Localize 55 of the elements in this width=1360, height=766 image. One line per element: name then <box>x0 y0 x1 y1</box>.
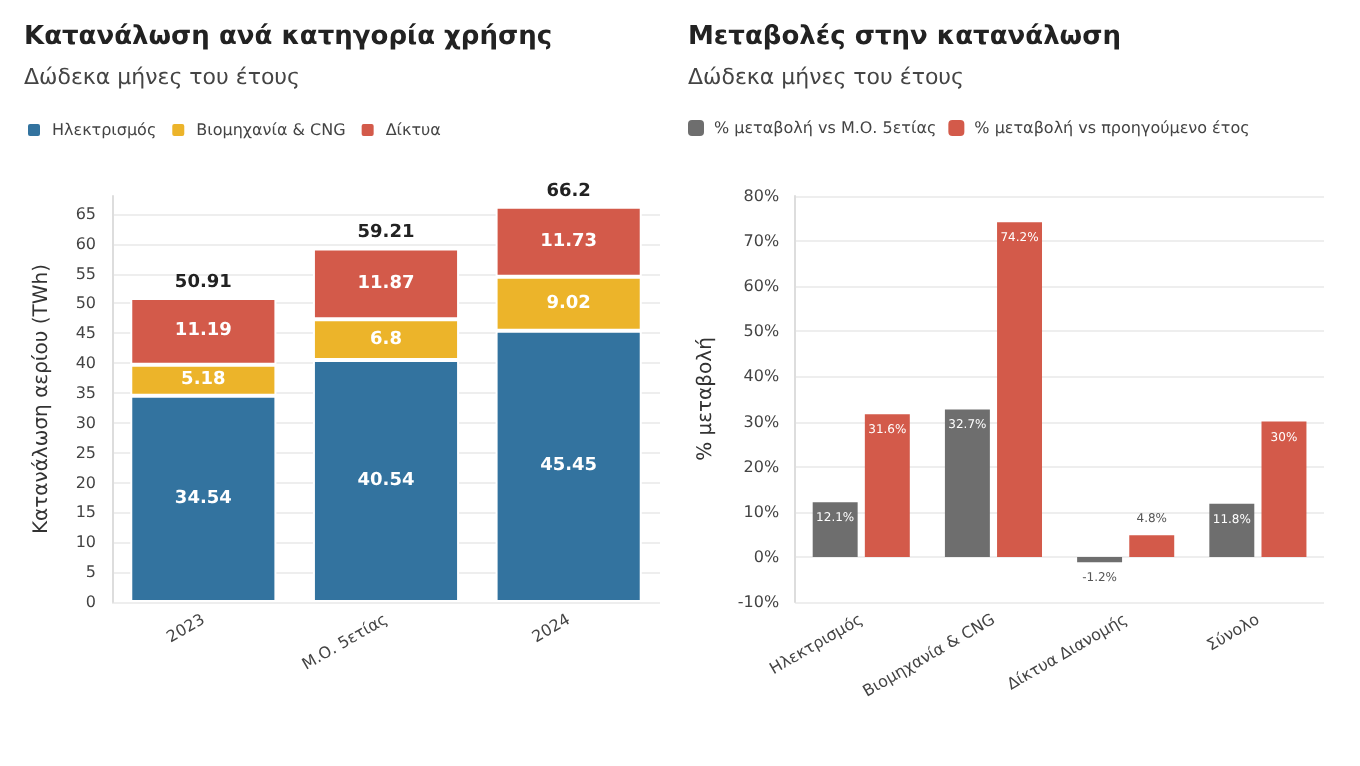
y-tick-label: 40 <box>75 354 96 373</box>
y-tick-label: 60 <box>75 234 96 253</box>
bar <box>997 222 1043 557</box>
chart-subtitle: Δώδεκα μήνες του έτους <box>688 64 964 90</box>
y-tick-label: 65 <box>75 204 96 223</box>
y-tick-label: 70% <box>743 232 780 251</box>
y-tick-label: 10 <box>75 533 96 552</box>
data-label: 11.73 <box>540 231 598 252</box>
y-axis-title: % μεταβολή <box>695 337 717 461</box>
chart-subtitle: Δώδεκα μήνες του έτους <box>24 64 300 90</box>
y-tick-label: -10% <box>737 593 780 611</box>
total-label: 66.2 <box>546 181 591 202</box>
y-tick-label: 30 <box>75 413 96 432</box>
total-label: 50.91 <box>174 273 232 294</box>
y-tick-label: 50 <box>75 294 96 313</box>
y-tick-label: 35 <box>75 384 96 403</box>
data-label: 9.02 <box>546 293 591 314</box>
data-label: 5.18 <box>181 370 226 391</box>
bar <box>944 409 990 557</box>
data-label: 34.54 <box>174 488 232 509</box>
y-tick-label: 0 <box>85 593 96 611</box>
legend-label: Ηλεκτρισμός <box>52 121 157 139</box>
data-label: 6.8 <box>370 329 402 350</box>
bar <box>1129 535 1175 557</box>
y-tick-label: 80% <box>743 187 780 205</box>
chart-title: Κατανάλωση ανά κατηγορία χρήσης <box>24 22 553 52</box>
chart-title: Μεταβολές στην κατανάλωση <box>688 22 1121 52</box>
y-tick-label: 10% <box>743 502 780 521</box>
y-tick-label: 40% <box>743 367 780 386</box>
y-tick-label: 0% <box>753 547 780 566</box>
legend-label: % μεταβολή vs Μ.Ο. 5ετίας <box>714 119 937 137</box>
y-tick-label: 20% <box>743 457 780 476</box>
legend-label: % μεταβολή vs προηγούμενο έτος <box>974 119 1250 137</box>
y-tick-label: 60% <box>743 277 780 296</box>
y-tick-label: 50% <box>743 322 780 341</box>
data-label: 45.45 <box>540 456 598 477</box>
y-tick-label: 20 <box>75 473 96 492</box>
y-axis-title: Κατανάλωση αερίου (TWh) <box>31 263 53 535</box>
data-label: 40.54 <box>357 470 415 491</box>
bar <box>864 414 910 557</box>
data-label: 11.19 <box>174 321 232 342</box>
y-tick-label: 55 <box>75 264 96 283</box>
y-tick-label: 5 <box>85 563 96 582</box>
y-tick-label: 15 <box>75 503 96 522</box>
bar <box>812 502 858 557</box>
data-label: 11.87 <box>357 273 415 294</box>
y-tick-label: 30% <box>743 412 780 431</box>
y-tick-label: 25 <box>75 443 96 462</box>
bar <box>1077 556 1123 563</box>
y-tick-label: 45 <box>75 324 96 343</box>
bar <box>1209 503 1255 557</box>
total-label: 59.21 <box>357 223 415 244</box>
legend-label: Δίκτυα <box>385 121 441 139</box>
bar <box>1261 421 1307 557</box>
legend-label: Βιομηχανία & CNG <box>196 121 346 139</box>
